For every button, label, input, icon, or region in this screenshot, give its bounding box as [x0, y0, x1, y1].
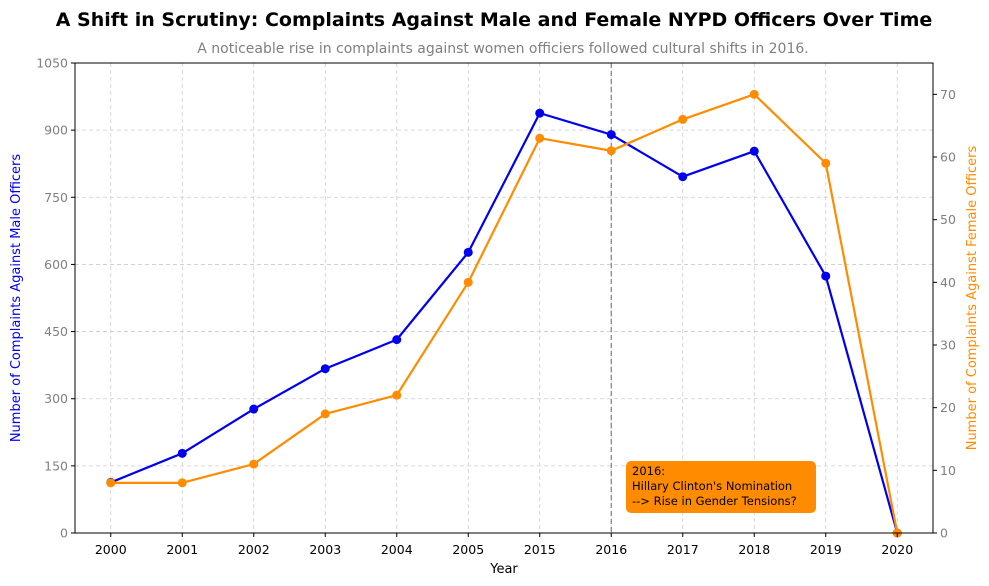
female-data-point [606, 146, 616, 156]
chart-title: A Shift in Scrutiny: Complaints Against … [56, 9, 933, 31]
x-tick-label: 2001 [166, 542, 198, 557]
y-tick-label-left: 450 [44, 324, 68, 339]
male-data-point [320, 364, 330, 374]
x-tick-label: 2005 [452, 542, 484, 557]
plot-frame [74, 62, 934, 534]
axes: 2000 2001 2002 2003 2004 2005 2015 2016 2017 2018… [36, 56, 956, 558]
y-axis-label-right: Number of Complaints Against Female Offi… [965, 145, 980, 450]
y-tick-label-right: 10 [940, 463, 956, 478]
x-tick-label: 2003 [309, 542, 341, 557]
annotation-line: --> Rise in Gender Tensions? [632, 494, 797, 508]
female-series-line [110, 93, 899, 534]
y-tick-label-left: 1050 [36, 56, 68, 71]
y-tick-label-left: 0 [60, 526, 68, 541]
y-tick-label-right: 60 [940, 150, 956, 165]
y-tick-label-left: 900 [44, 123, 68, 138]
y-tick-label-right: 50 [940, 212, 956, 227]
x-tick-label: 2002 [238, 542, 270, 557]
y-tick-label-left: 150 [44, 458, 68, 473]
y-tick-label-right: 0 [940, 526, 948, 541]
x-tick-label: 2020 [881, 542, 913, 557]
x-axis-label: Year [489, 562, 518, 577]
female-data-point [177, 478, 187, 488]
y-axis-label-left: Number of Complaints Against Male Office… [9, 154, 24, 443]
y-tick-label-left: 600 [44, 257, 68, 272]
x-tick-label: 2016 [595, 542, 627, 557]
y-tick-label-left: 300 [44, 391, 68, 406]
annotation-box [626, 461, 816, 513]
male-data-point [392, 335, 402, 345]
x-tick-label: 2000 [95, 542, 127, 557]
series-layer [106, 89, 902, 538]
male-data-point [535, 108, 545, 118]
y-tick-label-right: 40 [940, 275, 956, 290]
male-data-point [606, 130, 616, 140]
male-series-line [110, 112, 899, 534]
female-data-point [392, 390, 402, 400]
female-data-point [320, 409, 330, 419]
male-data-point [177, 448, 187, 458]
female-data-point [749, 89, 759, 99]
annotation-line: 2016: [632, 464, 665, 478]
male-data-point [249, 404, 259, 414]
y-tick-label-right: 20 [940, 400, 956, 415]
female-data-point [249, 459, 259, 469]
female-data-point [535, 133, 545, 143]
male-data-point [678, 172, 688, 182]
y-tick-label-left: 750 [44, 190, 68, 205]
annotation-line: Hillary Clinton's Nomination [632, 479, 792, 493]
x-tick-label: 2004 [381, 542, 413, 557]
male-data-point [821, 271, 831, 281]
x-tick-label: 2017 [667, 542, 699, 557]
female-data-point [463, 277, 473, 287]
male-data-point [749, 146, 759, 156]
x-tick-label: 2019 [810, 542, 842, 557]
male-data-point [463, 247, 473, 257]
x-tick-label: 2018 [738, 542, 770, 557]
x-tick-label: 2015 [524, 542, 556, 557]
female-data-point [106, 478, 116, 488]
female-data-point [678, 114, 688, 124]
y-tick-label-right: 30 [940, 338, 956, 353]
annotation: 2016: Hillary Clinton's Nomination --> R… [626, 461, 816, 513]
female-data-point [821, 158, 831, 168]
y-tick-label-right: 70 [940, 87, 956, 102]
chart-subtitle: A noticeable rise in complaints against … [197, 41, 808, 57]
